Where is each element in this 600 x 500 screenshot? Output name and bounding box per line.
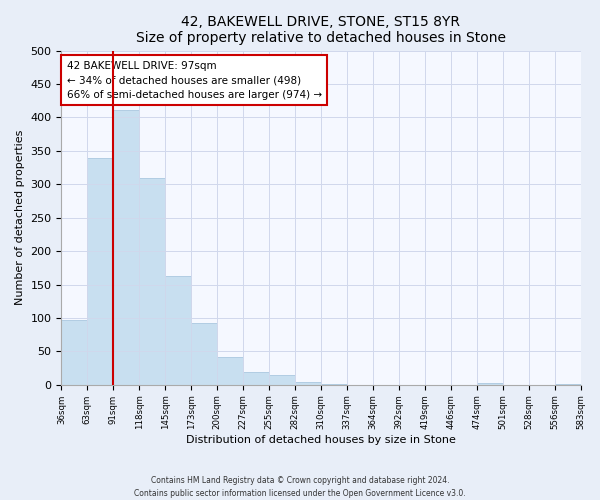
- Text: 42 BAKEWELL DRIVE: 97sqm
← 34% of detached houses are smaller (498)
66% of semi-: 42 BAKEWELL DRIVE: 97sqm ← 34% of detach…: [67, 60, 322, 100]
- Bar: [243, 372, 269, 385]
- Bar: [217, 357, 243, 385]
- Text: Contains HM Land Registry data © Crown copyright and database right 2024.
Contai: Contains HM Land Registry data © Crown c…: [134, 476, 466, 498]
- Bar: [321, 384, 347, 385]
- Bar: [113, 110, 139, 385]
- Bar: [476, 383, 503, 385]
- Y-axis label: Number of detached properties: Number of detached properties: [15, 130, 25, 306]
- Bar: [88, 158, 113, 385]
- Bar: [554, 384, 581, 385]
- Bar: [269, 376, 295, 385]
- Title: 42, BAKEWELL DRIVE, STONE, ST15 8YR
Size of property relative to detached houses: 42, BAKEWELL DRIVE, STONE, ST15 8YR Size…: [136, 15, 506, 45]
- Bar: [191, 322, 217, 385]
- X-axis label: Distribution of detached houses by size in Stone: Distribution of detached houses by size …: [186, 435, 456, 445]
- Bar: [295, 382, 321, 385]
- Bar: [139, 178, 165, 385]
- Bar: [61, 320, 88, 385]
- Bar: [165, 276, 191, 385]
